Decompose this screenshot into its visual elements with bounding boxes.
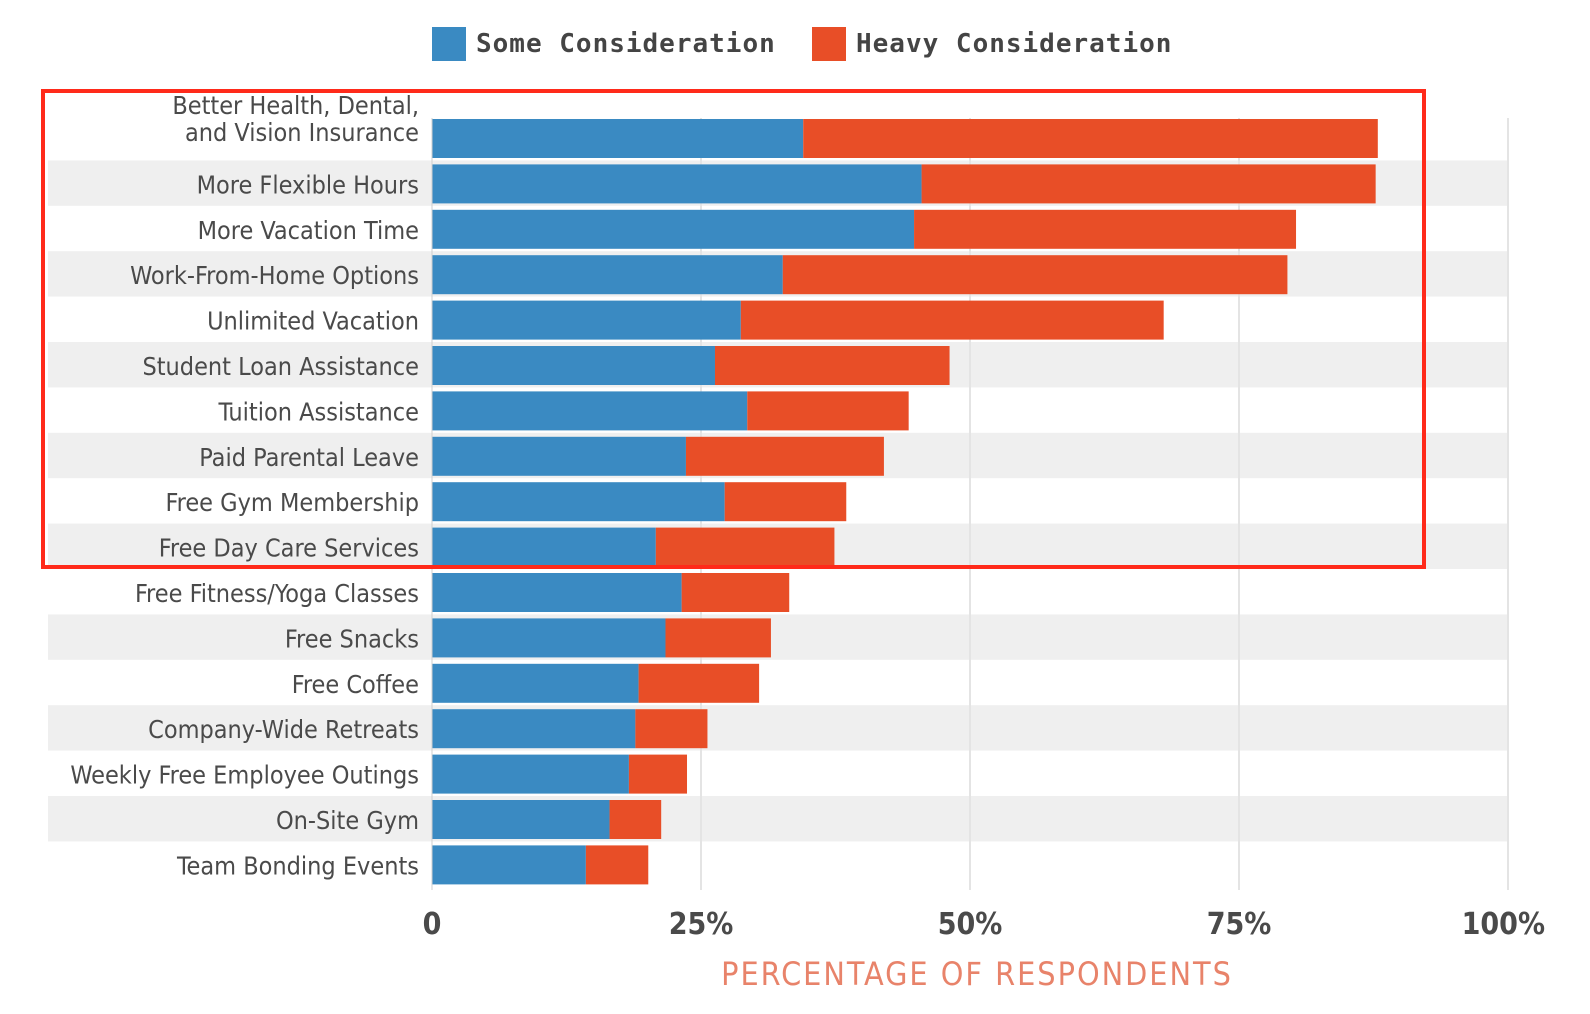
bar-heavy <box>665 618 771 658</box>
bar-heavy <box>914 209 1297 249</box>
bar-heavy <box>655 527 835 567</box>
category-label: Paid Parental Leave <box>199 443 419 472</box>
row-band <box>48 614 1508 660</box>
bar-heavy <box>628 754 688 794</box>
category-label: Company-Wide Retreats <box>148 715 419 744</box>
category-label: Team Bonding Events <box>176 851 419 880</box>
bar-heavy <box>638 663 760 703</box>
category-label: Better Health, Dental, <box>172 91 419 120</box>
bar-heavy <box>921 164 1376 204</box>
bar-heavy <box>714 346 950 385</box>
x-tick-label: 75% <box>1207 907 1272 942</box>
bar-heavy <box>609 800 662 839</box>
bar-some <box>432 663 639 703</box>
legend-swatch-some <box>432 27 466 61</box>
legend-item-some: Some Consideration <box>432 26 776 62</box>
category-label: Weekly Free Employee Outings <box>70 761 419 790</box>
bar-some <box>432 527 656 567</box>
bar-some <box>432 164 922 204</box>
bar-some <box>432 300 741 340</box>
bar-some <box>432 346 715 385</box>
bar-some <box>432 618 666 658</box>
bar-some <box>432 391 748 431</box>
row-band <box>48 796 1508 842</box>
bar-some <box>432 709 636 749</box>
category-label: Unlimited Vacation <box>207 307 419 336</box>
legend-item-heavy: Heavy Consideration <box>812 26 1172 62</box>
x-tick-label: 100% <box>1462 907 1545 942</box>
x-tick-label: 50% <box>938 907 1003 942</box>
category-label: Tuition Assistance <box>217 397 419 426</box>
category-label: Free Coffee <box>292 670 419 699</box>
category-label: On-Site Gym <box>276 806 419 835</box>
legend-label-some: Some Consideration <box>476 29 776 59</box>
category-label: Free Gym Membership <box>166 488 419 517</box>
legend-label-heavy: Heavy Consideration <box>856 29 1173 59</box>
bar-some <box>432 209 915 249</box>
category-label: More Flexible Hours <box>197 170 419 199</box>
bar-some <box>432 255 783 295</box>
x-tick-label: 0 <box>423 907 442 942</box>
bar-heavy <box>782 255 1288 295</box>
category-label: More Vacation Time <box>198 216 419 245</box>
bar-heavy <box>685 436 884 476</box>
bar-heavy <box>724 482 847 522</box>
category-label: Free Fitness/Yoga Classes <box>135 579 419 608</box>
bar-heavy <box>803 119 1378 158</box>
row-band <box>48 705 1508 751</box>
bar-some <box>432 573 682 612</box>
bar-some <box>432 436 686 476</box>
bar-some <box>432 845 586 885</box>
bar-heavy <box>585 845 649 885</box>
category-label: Free Day Care Services <box>159 534 419 563</box>
category-label: and Vision Insurance <box>185 118 419 147</box>
x-tick-label: 25% <box>669 907 734 942</box>
x-axis-title: PERCENTAGE OF RESPONDENTS <box>721 955 1233 993</box>
bar-heavy <box>747 391 909 431</box>
category-label: Work-From-Home Options <box>130 261 419 290</box>
category-label: Student Loan Assistance <box>142 352 419 381</box>
bar-some <box>432 800 610 839</box>
legend-swatch-heavy <box>812 27 846 61</box>
bar-some <box>432 754 629 794</box>
bar-some <box>432 119 804 158</box>
bar-heavy <box>740 300 1164 340</box>
bar-heavy <box>681 573 790 612</box>
bar-heavy <box>635 709 708 749</box>
bar-some <box>432 482 725 522</box>
category-label: Free Snacks <box>285 624 419 653</box>
